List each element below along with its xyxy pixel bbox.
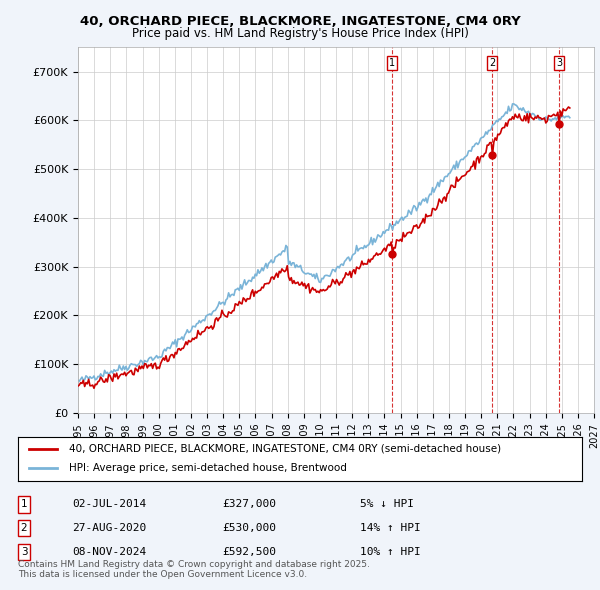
Text: £530,000: £530,000 [222, 523, 276, 533]
Text: 3: 3 [20, 547, 28, 556]
Text: HPI: Average price, semi-detached house, Brentwood: HPI: Average price, semi-detached house,… [69, 464, 347, 473]
Text: 1: 1 [389, 58, 395, 68]
Text: 14% ↑ HPI: 14% ↑ HPI [360, 523, 421, 533]
Text: Contains HM Land Registry data © Crown copyright and database right 2025.
This d: Contains HM Land Registry data © Crown c… [18, 560, 370, 579]
Text: 1: 1 [20, 500, 28, 509]
Text: 40, ORCHARD PIECE, BLACKMORE, INGATESTONE, CM4 0RY (semi-detached house): 40, ORCHARD PIECE, BLACKMORE, INGATESTON… [69, 444, 501, 454]
Text: £327,000: £327,000 [222, 500, 276, 509]
Text: 40, ORCHARD PIECE, BLACKMORE, INGATESTONE, CM4 0RY: 40, ORCHARD PIECE, BLACKMORE, INGATESTON… [80, 15, 520, 28]
Text: Price paid vs. HM Land Registry's House Price Index (HPI): Price paid vs. HM Land Registry's House … [131, 27, 469, 40]
Text: 10% ↑ HPI: 10% ↑ HPI [360, 547, 421, 556]
Text: 3: 3 [556, 58, 562, 68]
Text: 5% ↓ HPI: 5% ↓ HPI [360, 500, 414, 509]
Text: 02-JUL-2014: 02-JUL-2014 [72, 500, 146, 509]
Text: 08-NOV-2024: 08-NOV-2024 [72, 547, 146, 556]
Text: 2: 2 [20, 523, 28, 533]
Text: 2: 2 [489, 58, 495, 68]
Text: 27-AUG-2020: 27-AUG-2020 [72, 523, 146, 533]
Text: £592,500: £592,500 [222, 547, 276, 556]
